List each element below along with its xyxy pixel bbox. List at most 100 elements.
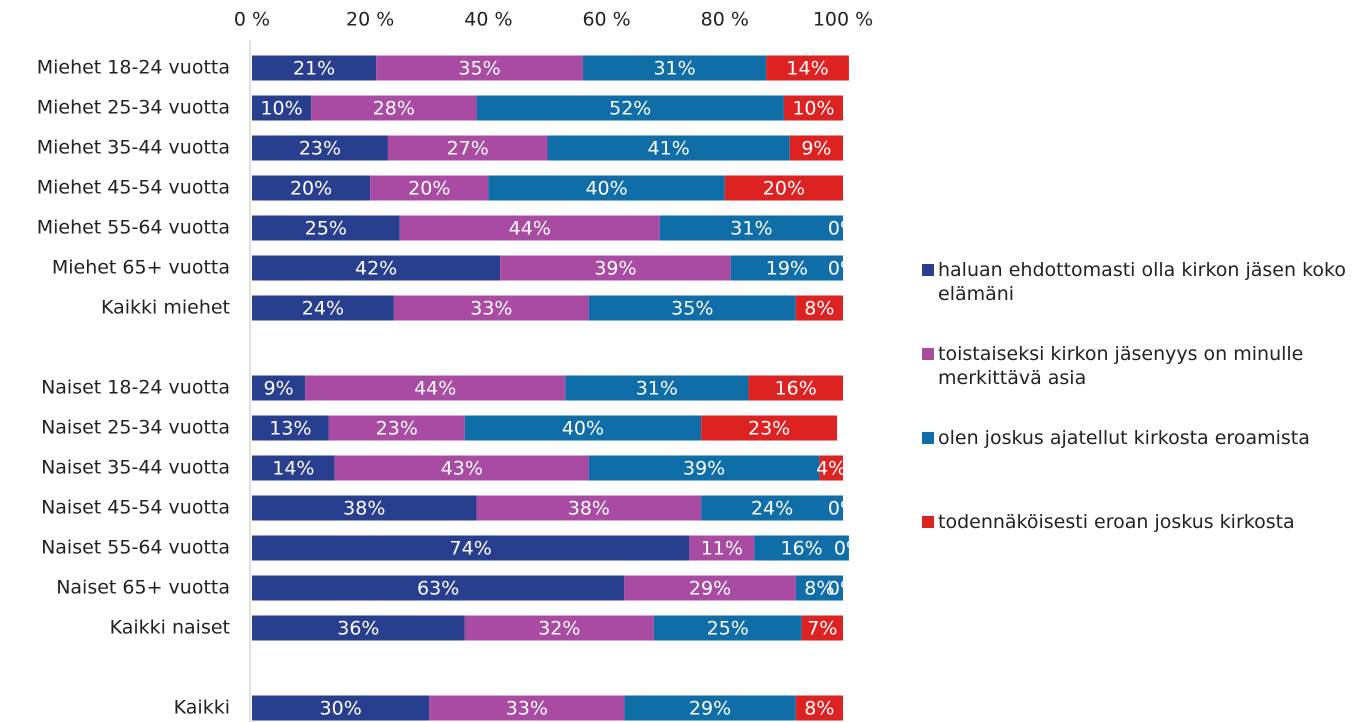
value-label: 10% (792, 98, 834, 120)
legend: haluan ehdottomasti olla kirkon jäsen ko… (920, 258, 1360, 594)
y-tick-label: Miehet 35-44 vuotta (37, 137, 230, 159)
x-tick-label: 100 % (813, 9, 873, 31)
value-label: 32% (538, 618, 580, 640)
legend-label: haluan ehdottomasti olla kirkon jäsen ko… (938, 259, 1346, 305)
value-label: 42% (355, 258, 397, 280)
bar-segment (252, 375, 306, 401)
bar-segment (624, 695, 796, 721)
value-label: 20% (408, 178, 450, 200)
value-label: 9% (264, 378, 294, 400)
legend-item: olen joskus ajatellut kirkosta eroamista (920, 426, 1360, 510)
value-label: 20% (763, 178, 805, 200)
value-label: 16% (775, 378, 817, 400)
bar-segment (376, 55, 583, 81)
value-label: 13% (269, 418, 311, 440)
legend-item: haluan ehdottomasti olla kirkon jäsen ko… (920, 258, 1360, 342)
value-label: 31% (653, 58, 695, 80)
legend-item: toistaiseksi kirkon jäsenyys on minulle … (920, 342, 1360, 426)
bar-segment (582, 55, 767, 81)
x-tick-label: 40 % (464, 9, 512, 31)
y-tick-label: Miehet 18-24 vuotta (37, 57, 230, 79)
value-label: 11% (701, 538, 743, 560)
value-label: 0% (828, 578, 858, 600)
bar-segment (701, 495, 843, 521)
bar-segment (387, 135, 548, 161)
bar-segment (565, 375, 749, 401)
value-label: 24% (302, 298, 344, 320)
bar-segment (789, 135, 843, 161)
value-label: 31% (636, 378, 678, 400)
value-label: 28% (373, 98, 415, 120)
value-label: 16% (781, 538, 823, 560)
value-label: 44% (509, 218, 551, 240)
value-label: 19% (766, 258, 808, 280)
legend-label: olen joskus ajatellut kirkosta eroamista (938, 427, 1310, 449)
y-tick-label: Miehet 55-64 vuotta (37, 217, 230, 239)
bar-segment (252, 215, 400, 241)
value-label: 21% (293, 58, 335, 80)
bar-segment (252, 495, 477, 521)
bar-segment (701, 415, 838, 441)
bar-segment (252, 575, 625, 601)
x-tick-label: 80 % (701, 9, 749, 31)
x-tick-label: 60 % (582, 9, 630, 31)
value-label: 9% (801, 138, 831, 160)
bar-segment (252, 695, 430, 721)
bar-segment (252, 255, 501, 281)
value-label: 0% (834, 538, 864, 560)
bar-segment (801, 615, 843, 641)
value-label: 8% (804, 698, 834, 720)
y-tick-label: Miehet 25-34 vuotta (37, 97, 230, 119)
legend-swatch (922, 264, 934, 276)
value-label: 23% (376, 418, 418, 440)
value-label: 30% (320, 698, 362, 720)
y-tick-label: Naiset 55-64 vuotta (41, 537, 230, 559)
y-tick-label: Kaikki naiset (110, 617, 230, 639)
bar-segment (748, 375, 843, 401)
y-tick-label: Naiset 35-44 vuotta (41, 457, 230, 479)
bar-segment (624, 575, 796, 601)
bar-segment (488, 175, 725, 201)
bar-segment (476, 95, 784, 121)
value-label: 27% (447, 138, 489, 160)
value-label: 10% (260, 98, 302, 120)
bar-segment (252, 175, 371, 201)
y-tick-label: Miehet 45-54 vuotta (37, 177, 230, 199)
value-label: 40% (562, 418, 604, 440)
bar-segment (783, 95, 843, 121)
value-label: 31% (730, 218, 772, 240)
bar-segment (252, 535, 690, 561)
value-label: 14% (272, 458, 314, 480)
value-label: 25% (707, 618, 749, 640)
y-tick-label: Kaikki miehet (101, 297, 230, 319)
value-label: 39% (683, 458, 725, 480)
bar-segment (653, 615, 802, 641)
bar-segment (305, 375, 566, 401)
value-label: 36% (337, 618, 379, 640)
value-label: 52% (609, 98, 651, 120)
value-label: 0% (828, 218, 858, 240)
y-tick-label: Naiset 18-24 vuotta (41, 377, 230, 399)
value-label: 38% (568, 498, 610, 520)
bar-segment (754, 535, 849, 561)
legend-label: todennäköisesti eroan joskus kirkosta (938, 511, 1295, 533)
value-label: 23% (748, 418, 790, 440)
y-tick-label: Naiset 65+ vuotta (56, 577, 230, 599)
bar-segment (547, 135, 790, 161)
bar-segment (328, 415, 465, 441)
value-label: 41% (648, 138, 690, 160)
y-tick-label: Naiset 25-34 vuotta (41, 417, 230, 439)
legend-label: toistaiseksi kirkon jäsenyys on minulle … (938, 343, 1304, 389)
bar-segment (724, 175, 843, 201)
bar-segment (393, 295, 589, 321)
bar-segment (819, 455, 843, 481)
value-label: 8% (804, 298, 834, 320)
bar-segment (476, 495, 702, 521)
value-label: 29% (689, 578, 731, 600)
bar-segment (252, 415, 329, 441)
bar-segment (795, 695, 843, 721)
bar-segment (252, 95, 312, 121)
value-label: 38% (343, 498, 385, 520)
value-label: 4% (816, 458, 846, 480)
